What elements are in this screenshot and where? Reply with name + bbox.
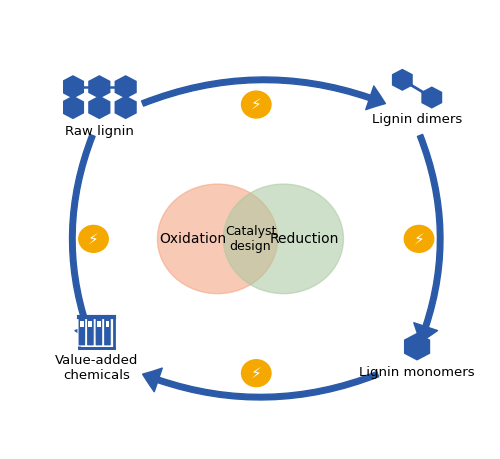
- Polygon shape: [116, 97, 136, 118]
- Polygon shape: [393, 70, 411, 90]
- Polygon shape: [116, 76, 136, 97]
- Text: ⚡: ⚡: [88, 231, 99, 246]
- Text: Lignin monomers: Lignin monomers: [359, 366, 475, 379]
- FancyArrowPatch shape: [142, 368, 378, 400]
- FancyBboxPatch shape: [106, 321, 110, 327]
- Text: ⚡: ⚡: [251, 366, 262, 381]
- Circle shape: [158, 184, 278, 294]
- Text: ⚡: ⚡: [251, 97, 262, 112]
- FancyBboxPatch shape: [104, 317, 112, 346]
- Text: Reduction: Reduction: [270, 232, 340, 246]
- Polygon shape: [89, 97, 110, 118]
- FancyArrowPatch shape: [414, 134, 443, 342]
- Polygon shape: [89, 76, 110, 97]
- Polygon shape: [405, 334, 429, 359]
- Polygon shape: [422, 88, 441, 107]
- Text: Oxidation: Oxidation: [159, 232, 226, 246]
- FancyArrowPatch shape: [142, 77, 386, 110]
- FancyBboxPatch shape: [97, 321, 101, 327]
- Polygon shape: [63, 97, 83, 118]
- FancyBboxPatch shape: [88, 321, 92, 327]
- Circle shape: [242, 91, 271, 118]
- Text: Catalyst
design: Catalyst design: [225, 225, 276, 253]
- Circle shape: [404, 225, 434, 252]
- Circle shape: [79, 225, 108, 252]
- Text: ⚡: ⚡: [414, 231, 424, 246]
- FancyBboxPatch shape: [78, 317, 86, 346]
- FancyArrowPatch shape: [70, 134, 98, 342]
- Circle shape: [242, 360, 271, 386]
- FancyBboxPatch shape: [86, 317, 94, 346]
- Polygon shape: [63, 76, 83, 97]
- Text: Raw lignin: Raw lignin: [65, 125, 134, 138]
- Circle shape: [224, 184, 344, 294]
- FancyBboxPatch shape: [95, 317, 103, 346]
- FancyBboxPatch shape: [80, 321, 84, 327]
- Text: Value-added
chemicals: Value-added chemicals: [55, 354, 138, 382]
- Text: Lignin dimers: Lignin dimers: [372, 113, 462, 126]
